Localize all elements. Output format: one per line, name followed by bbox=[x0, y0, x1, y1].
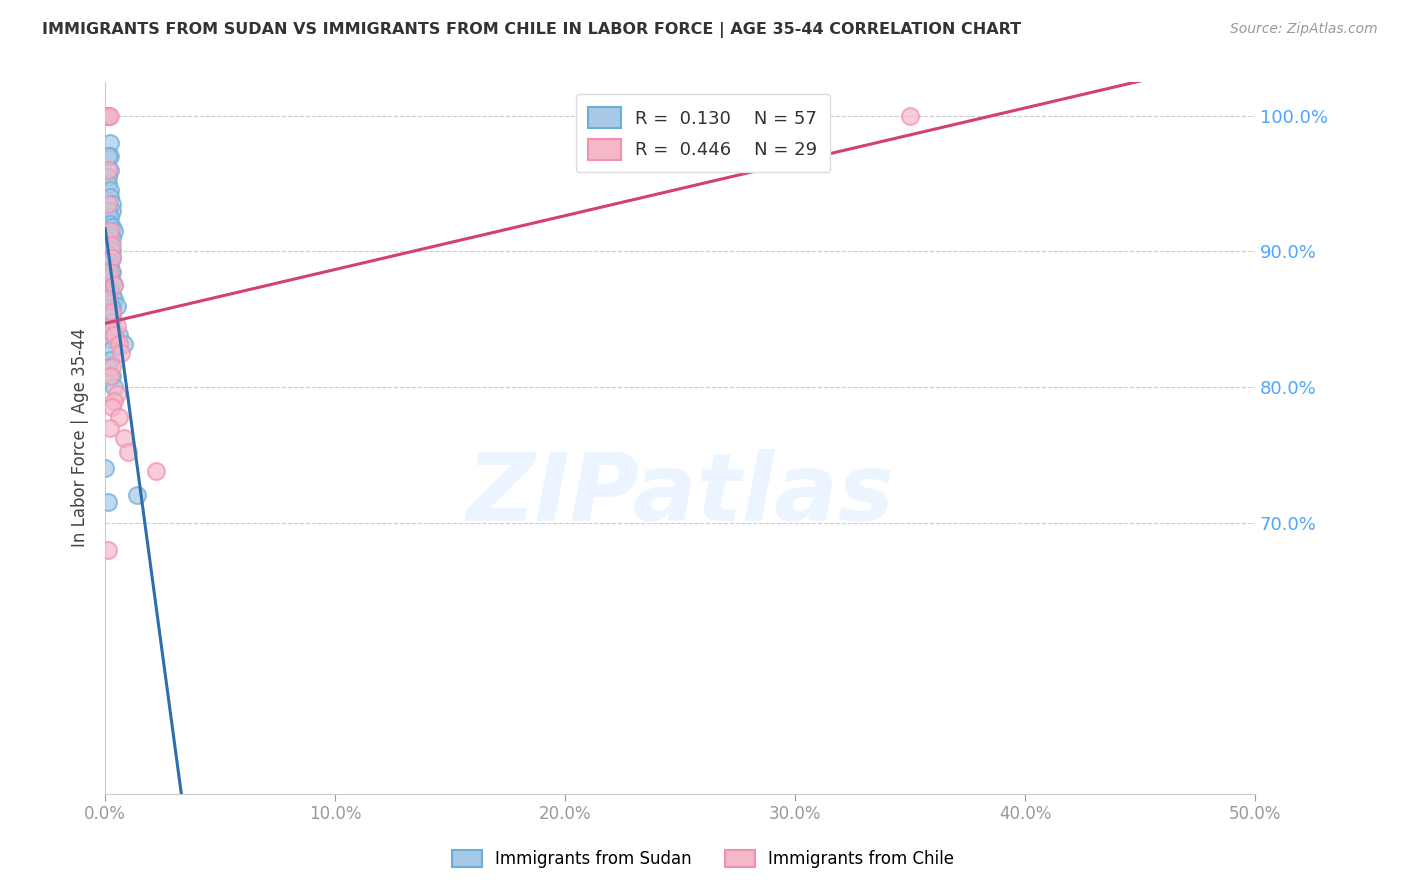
Point bbox=[96, 258, 118, 272]
Point bbox=[98, 211, 121, 225]
Point bbox=[96, 359, 118, 374]
Point bbox=[101, 310, 124, 324]
Point bbox=[98, 271, 121, 285]
Point bbox=[98, 149, 121, 163]
Point bbox=[101, 237, 124, 252]
Point bbox=[96, 247, 118, 261]
Point bbox=[101, 251, 124, 265]
Point bbox=[98, 183, 121, 197]
Point bbox=[96, 542, 118, 557]
Point bbox=[96, 109, 118, 123]
Point bbox=[98, 260, 121, 275]
Point bbox=[103, 278, 125, 293]
Point bbox=[101, 326, 124, 340]
Y-axis label: In Labor Force | Age 35-44: In Labor Force | Age 35-44 bbox=[72, 328, 89, 548]
Point bbox=[96, 169, 118, 184]
Point bbox=[108, 336, 131, 351]
Point bbox=[98, 323, 121, 337]
Point bbox=[96, 149, 118, 163]
Point bbox=[103, 328, 125, 343]
Point bbox=[98, 255, 121, 269]
Point bbox=[127, 488, 149, 502]
Point bbox=[105, 299, 128, 313]
Point bbox=[105, 386, 128, 401]
Point bbox=[101, 231, 124, 245]
Point bbox=[96, 234, 118, 248]
Point bbox=[96, 292, 118, 306]
Point bbox=[98, 265, 121, 279]
Point bbox=[98, 305, 121, 319]
Point bbox=[101, 203, 124, 218]
Point bbox=[96, 163, 118, 178]
Legend: R =  0.130    N = 57, R =  0.446    N = 29: R = 0.130 N = 57, R = 0.446 N = 29 bbox=[576, 95, 830, 172]
Point bbox=[98, 163, 121, 178]
Point bbox=[101, 305, 124, 319]
Point bbox=[96, 109, 118, 123]
Point bbox=[101, 287, 124, 301]
Legend: Immigrants from Sudan, Immigrants from Chile: Immigrants from Sudan, Immigrants from C… bbox=[443, 842, 963, 877]
Point bbox=[98, 217, 121, 231]
Point bbox=[101, 369, 124, 384]
Point bbox=[98, 237, 121, 252]
Point bbox=[103, 278, 125, 293]
Point bbox=[101, 359, 124, 374]
Point bbox=[98, 282, 121, 296]
Point bbox=[94, 461, 117, 475]
Point bbox=[96, 177, 118, 191]
Point bbox=[98, 228, 121, 243]
Point bbox=[98, 224, 121, 238]
Point bbox=[103, 393, 125, 408]
Point bbox=[98, 420, 121, 434]
Point bbox=[898, 109, 921, 123]
Point bbox=[145, 464, 167, 478]
Point bbox=[101, 274, 124, 288]
Point bbox=[117, 445, 139, 459]
Point bbox=[101, 401, 124, 415]
Point bbox=[96, 495, 118, 509]
Point bbox=[101, 315, 124, 329]
Point bbox=[101, 301, 124, 316]
Point bbox=[96, 109, 118, 123]
Text: Source: ZipAtlas.com: Source: ZipAtlas.com bbox=[1230, 22, 1378, 37]
Point bbox=[103, 224, 125, 238]
Point bbox=[98, 323, 121, 337]
Point bbox=[94, 109, 117, 123]
Point bbox=[98, 136, 121, 150]
Point bbox=[112, 432, 135, 446]
Point bbox=[96, 197, 118, 211]
Point bbox=[96, 203, 118, 218]
Point bbox=[101, 197, 124, 211]
Point bbox=[98, 190, 121, 204]
Point bbox=[98, 352, 121, 367]
Point bbox=[96, 318, 118, 333]
Point bbox=[101, 265, 124, 279]
Point bbox=[96, 285, 118, 299]
Point bbox=[108, 328, 131, 343]
Point bbox=[108, 409, 131, 424]
Point bbox=[101, 251, 124, 265]
Point bbox=[98, 369, 121, 384]
Text: IMMIGRANTS FROM SUDAN VS IMMIGRANTS FROM CHILE IN LABOR FORCE | AGE 35-44 CORREL: IMMIGRANTS FROM SUDAN VS IMMIGRANTS FROM… bbox=[42, 22, 1021, 38]
Point bbox=[98, 333, 121, 347]
Point bbox=[103, 380, 125, 394]
Point bbox=[101, 219, 124, 234]
Text: ZIPatlas: ZIPatlas bbox=[465, 449, 894, 541]
Point bbox=[103, 292, 125, 306]
Point bbox=[110, 346, 132, 360]
Point bbox=[105, 318, 128, 333]
Point bbox=[98, 296, 121, 310]
Point bbox=[94, 109, 117, 123]
Point bbox=[101, 342, 124, 356]
Point bbox=[98, 268, 121, 283]
Point bbox=[101, 244, 124, 259]
Point bbox=[98, 109, 121, 123]
Point bbox=[112, 336, 135, 351]
